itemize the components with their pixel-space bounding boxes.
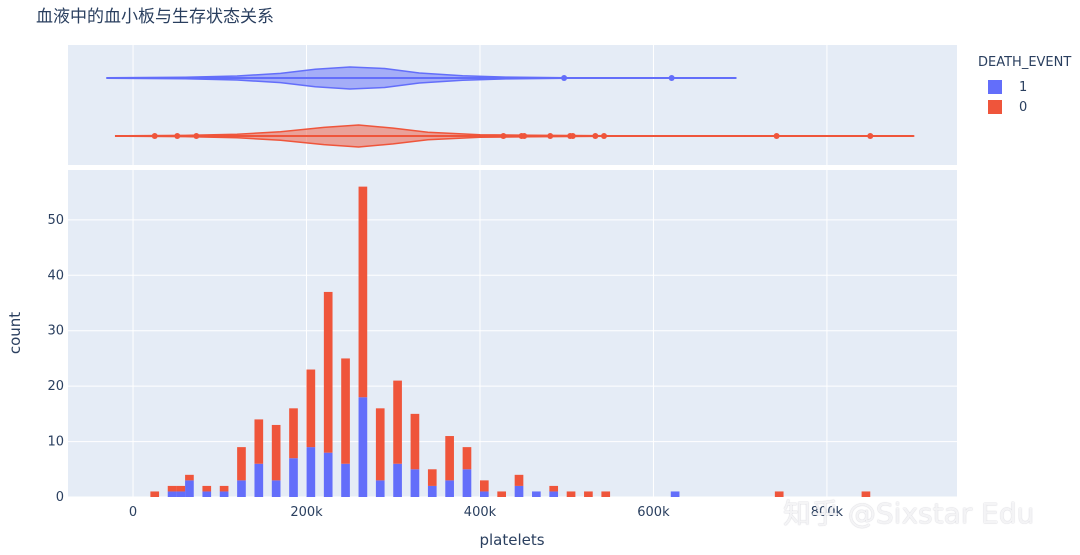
violin-outlier-point-0[interactable]: [193, 133, 200, 139]
histogram-bar-1[interactable]: [410, 469, 420, 497]
violin-outlier-point-0[interactable]: [592, 133, 599, 139]
histogram-plot-area: [68, 170, 957, 497]
histogram-bar-0[interactable]: [566, 491, 576, 497]
y-tick-label: 50: [47, 213, 64, 228]
histogram-bar-1[interactable]: [219, 491, 229, 497]
histogram-bar-1[interactable]: [237, 480, 246, 497]
legend-title: DEATH_EVENT: [978, 55, 1072, 70]
histogram-bar-0[interactable]: [271, 424, 281, 481]
histogram-bar-0[interactable]: [202, 485, 212, 492]
histogram-bar-1[interactable]: [393, 463, 402, 497]
histogram-bar-1[interactable]: [670, 491, 680, 497]
histogram-bar-0[interactable]: [774, 491, 784, 497]
histogram-bar-1[interactable]: [185, 480, 194, 497]
y-tick-label: 10: [47, 435, 64, 450]
violin-outlier-point-0[interactable]: [867, 133, 874, 139]
legend: DEATH_EVENT 1 0: [978, 55, 1071, 117]
violin-plot-area: [68, 45, 957, 165]
histogram-bar-1[interactable]: [549, 491, 559, 497]
histogram-bar-0[interactable]: [289, 408, 298, 459]
histogram-bar-1[interactable]: [445, 480, 454, 497]
histogram-bar-0[interactable]: [445, 436, 454, 481]
y-tick-label: 40: [47, 268, 64, 283]
chart-title: 血液中的血小板与生存状态关系: [36, 7, 274, 27]
histogram-bar-0[interactable]: [549, 485, 559, 492]
x-axis-label: platelets: [479, 531, 544, 549]
legend-item-1[interactable]: 1: [988, 77, 1071, 97]
histogram-bar-0[interactable]: [219, 485, 229, 492]
histogram-bar-0[interactable]: [601, 491, 611, 497]
histogram-bar-0[interactable]: [410, 413, 420, 470]
x-tick-label: 800k: [811, 505, 844, 520]
histogram-bar-1[interactable]: [427, 485, 437, 497]
histogram-bar-1[interactable]: [202, 491, 212, 497]
histogram-bar-0[interactable]: [375, 408, 385, 481]
histogram-bar-0[interactable]: [393, 380, 402, 464]
violin-shape-1[interactable]: [106, 66, 737, 90]
histogram-bar-0[interactable]: [150, 491, 160, 497]
histogram-bar-1[interactable]: [323, 452, 333, 497]
histogram-bar-1[interactable]: [375, 480, 385, 497]
legend-item-0[interactable]: 0: [988, 97, 1071, 117]
legend-label-1: 1: [1019, 79, 1028, 95]
x-tick-label: 0: [129, 505, 137, 520]
histogram-bar-1[interactable]: [479, 491, 489, 497]
y-tick-label: 30: [47, 324, 64, 339]
violin-outlier-point-0[interactable]: [174, 133, 181, 139]
histogram-bar-1[interactable]: [532, 491, 541, 497]
x-tick-label: 200k: [290, 505, 323, 520]
violin-outlier-point-0[interactable]: [521, 133, 528, 139]
y-axis-label: count: [6, 312, 24, 354]
histogram-bar-0[interactable]: [497, 491, 506, 497]
histogram-bar-0[interactable]: [479, 480, 489, 492]
histogram-bar-1[interactable]: [341, 463, 350, 497]
violin-outlier-point-1[interactable]: [561, 75, 568, 81]
legend-swatch-1: [988, 80, 1002, 94]
histogram-bar-1[interactable]: [462, 469, 472, 497]
grid-lines: [68, 45, 957, 498]
y-tick-label: 0: [56, 490, 64, 505]
histogram-bar-0[interactable]: [306, 369, 316, 448]
histogram-bar-0[interactable]: [323, 291, 333, 453]
violin-shape-0[interactable]: [114, 124, 915, 148]
histogram-bar-0[interactable]: [514, 474, 524, 486]
histogram-bar-1[interactable]: [271, 480, 281, 497]
histogram-bar-1[interactable]: [167, 491, 177, 497]
legend-label-0: 0: [1019, 99, 1028, 115]
violin-marginals[interactable]: [106, 66, 915, 148]
histogram-bar-0[interactable]: [358, 186, 368, 398]
violin-outlier-point-0[interactable]: [151, 133, 158, 139]
histogram-bar-1[interactable]: [358, 397, 368, 497]
histogram-bar-0[interactable]: [185, 474, 194, 481]
y-tick-label: 20: [47, 379, 64, 394]
histogram-bar-1[interactable]: [514, 485, 524, 497]
histogram-bar-0[interactable]: [254, 419, 264, 464]
histogram-bar-0[interactable]: [176, 485, 186, 492]
histogram-bar-0[interactable]: [341, 358, 350, 464]
histogram-bar-0[interactable]: [462, 447, 472, 470]
violin-outlier-point-0[interactable]: [601, 133, 608, 139]
histogram-bar-0[interactable]: [427, 469, 437, 486]
histogram-bar-1[interactable]: [176, 491, 186, 497]
histogram-bar-1[interactable]: [289, 458, 298, 497]
x-tick-label: 400k: [464, 505, 497, 520]
violin-outlier-point-0[interactable]: [773, 133, 780, 139]
histogram-bars[interactable]: [150, 186, 871, 497]
watermark-text: 知乎 @Sixstar Edu: [783, 497, 1035, 530]
histogram-bar-0[interactable]: [237, 447, 246, 481]
histogram-bar-1[interactable]: [254, 463, 264, 497]
histogram-bar-0[interactable]: [584, 491, 593, 497]
violin-outlier-point-1[interactable]: [668, 75, 675, 81]
histogram-bar-0[interactable]: [861, 491, 871, 497]
legend-swatch-0: [988, 100, 1002, 114]
violin-outlier-point-0[interactable]: [500, 133, 507, 139]
violin-outlier-point-0[interactable]: [569, 133, 576, 139]
x-tick-label: 600k: [637, 505, 670, 520]
histogram-bar-1[interactable]: [306, 447, 316, 497]
histogram-bar-0[interactable]: [167, 485, 177, 492]
axis-ticks: 0 200k 400k 600k 800k 0 10 20 30 40 50: [47, 213, 843, 520]
violin-outlier-point-0[interactable]: [547, 133, 554, 139]
